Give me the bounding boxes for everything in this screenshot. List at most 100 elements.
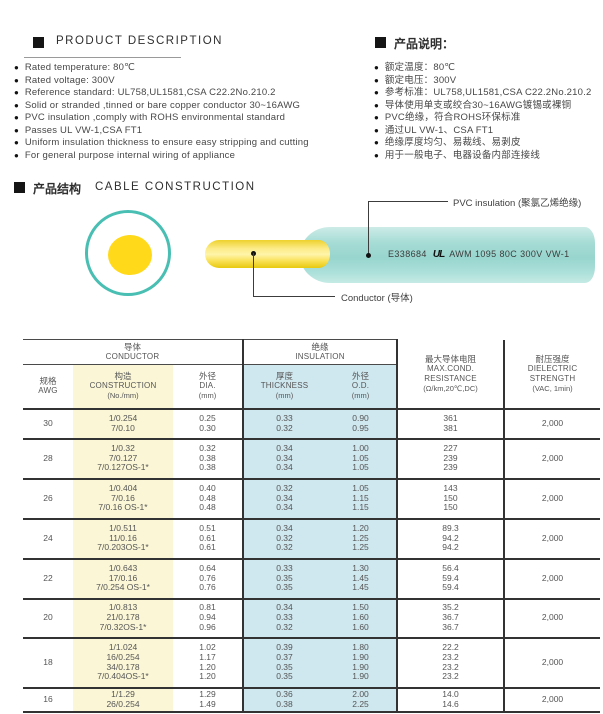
bullet-item: ● For general purpose internal wiring of … [14,150,372,163]
cell-line: 143 [443,482,458,493]
cell-line: 7/0.32OS-1* [99,621,147,632]
product-description-title: PRODUCT DESCRIPTION [56,35,223,47]
cell-line: 381 [443,422,458,433]
awg-cell: 22 [23,558,73,600]
table-row: 30 1/0.254 7/0.10 0.25 0.30 0.33 0.32 0.90 0.95 3… [23,408,601,440]
bullet-icon: ● [14,125,19,135]
bullet-text: 用于一般电子、电器设备内部连接线 [384,149,541,161]
cell-line: 0.34 [276,492,293,503]
product-notes-list: ● 额定温度：80℃ ● 额定电压：300V ● 参考标准：UL758,UL1581,CS… [374,62,603,162]
construction-cell: 1/0.813 21/0.178 7/0.32OS-1* [73,598,173,639]
cell-line: 1.20 [199,661,216,672]
cell-line: 36.7 [442,612,459,623]
awg-cell: 18 [23,637,73,689]
resistance-cell: 143 150 150 [396,478,505,520]
bullet-item: ● 额定温度：80℃ [374,62,603,75]
resistance-cell: 22.2 23.2 23.2 23.2 [396,637,505,689]
cell-line: 0.51 [199,522,216,533]
cell-line: 1.29 [199,688,216,699]
cable-insulation-body [300,227,595,283]
cell-line: 0.33 [276,562,293,573]
bullet-text: Passes UL VW-1,CSA FT1 [24,124,143,136]
cell-line: 0.64 [199,562,216,573]
bullet-text: Rated voltage: 300V [24,74,115,86]
cell-line: 14.6 [442,698,459,709]
cell-line: 1.80 [352,641,369,652]
table-row: 16 1/1.29 26/0.254 1.29 1.49 0.36 0.38 2.00 2.25… [23,687,601,713]
cell-line: 361 [443,412,458,423]
bullet-item: ● 通过UL VW-1、CSA FT1 [374,125,603,138]
thickness-cell: 0.34 0.33 0.32 [242,598,325,639]
cell-line: 1.45 [352,572,369,583]
bullet-icon: ● [374,113,379,123]
cell-line: 0.30 [199,422,216,433]
conductor-leader-line [253,253,254,297]
bullet-text: 额定温度：80℃ [384,62,456,73]
section-square-icon [14,182,25,193]
cell-line: 0.76 [199,572,216,583]
od-cell: 0.90 0.95 [325,408,398,440]
insulation-label: PVC insulation (聚氯乙烯绝缘) [453,198,582,209]
dia-cell: 1.02 1.17 1.20 1.20 [173,637,243,689]
cell-line: 0.61 [199,532,216,543]
od-cell: 1.00 1.05 1.05 [325,438,398,480]
resistance-cell: 89.3 94.2 94.2 [396,518,505,560]
dielectric-column-header: 耐压强度 DIELECTRIC STRENGTH (VAC, 1min) [503,339,601,410]
bullet-text: Solid or stranded ,tinned or bare copper… [24,99,301,111]
product-description-list: ● Rated temperature: 80℃ ● Rated voltage: 3… [14,62,372,162]
dia-cell: 0.81 0.94 0.96 [173,598,243,639]
cell-line: 1.25 [352,532,369,543]
cell-line: 0.32 [276,422,293,433]
cell-line: 0.33 [276,612,293,623]
cell-line: 1/0.32 [111,442,135,453]
cell-line: 227 [443,442,458,453]
bullet-item: ● PVC绝缘，符合ROHS环保标准 [374,112,603,125]
cable-conductor-rod [205,240,330,268]
thickness-cell: 0.34 0.34 0.34 [242,438,325,480]
title-underline [24,57,181,58]
dia-cell: 0.25 0.30 [173,408,243,440]
cable-construction-title-zh: 产品结构 [33,182,82,196]
cell-line: 0.39 [276,641,293,652]
cell-line: 1.15 [352,492,369,503]
cell-line: 1.60 [352,612,369,623]
cell-line: 2,000 [541,656,564,667]
dia-cell: 0.64 0.76 0.76 [173,558,243,600]
cell-line: 0.33 [276,412,293,423]
cell-line: 0.32 [276,482,293,493]
spec-table: 导体 CONDUCTOR 绝缘 INSULATION 最大导体电阻 MAX.CO… [23,339,601,713]
bullet-text: Uniform insulation thickness to ensure e… [24,137,309,149]
cell-line: 7/0.16 [111,492,135,503]
cell-line: 1/0.511 [109,522,137,533]
cell-line: 1.17 [199,651,216,662]
cell-line: 59.4 [442,572,459,583]
bullet-icon: ● [374,100,379,110]
dielectric-cell: 2,000 [503,637,601,689]
cell-line: 0.81 [199,602,216,613]
bullet-text: For general purpose internal wiring of a… [24,149,236,161]
cell-line: 0.32 [276,542,293,553]
bullet-icon: ● [374,125,379,135]
conductor-leader-line [253,296,335,297]
bullet-item: ● Rated voltage: 300V [14,75,372,88]
cell-line: 1.05 [352,482,369,493]
od-column-header: 外径 O.D. (mm) [325,364,398,410]
od-cell: 1.50 1.60 1.60 [325,598,398,639]
construction-cell: 1/1.29 26/0.254 [73,687,173,713]
bullet-text: PVC绝缘，符合ROHS环保标准 [384,112,521,124]
cert-number: E338684 [388,249,427,259]
awg-cell: 20 [23,598,73,639]
awg-cell: 30 [23,408,73,440]
cell-line: 26 [43,492,53,503]
cell-line: 21/0.178 [106,612,140,623]
cell-line: 59.4 [442,582,459,593]
dielectric-cell: 2,000 [503,478,601,520]
thickness-cell: 0.33 0.32 [242,408,325,440]
bullet-text: 通过UL VW-1、CSA FT1 [384,124,494,136]
dia-column-header: 外径 DIA. (mm) [173,364,243,410]
cell-line: 1.00 [352,442,369,453]
cell-line: 0.34 [276,452,293,463]
cell-line: 94.2 [442,532,459,543]
bullet-text: 导体使用单支或绞合30~16AWG镀锡或裸铜 [384,99,572,111]
cell-line: 0.95 [352,422,369,433]
